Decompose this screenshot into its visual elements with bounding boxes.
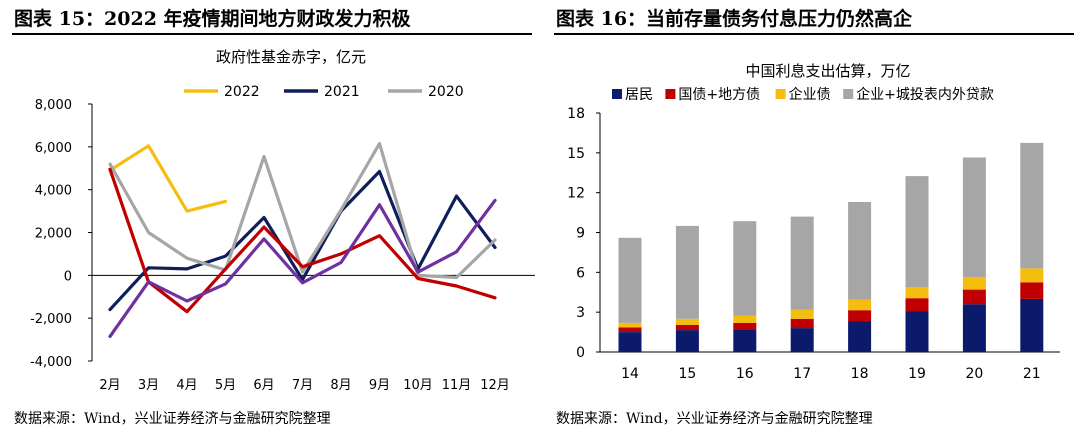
bar-y-tick-label: 0 [576,345,585,361]
line-chart-legend: 2022 2021 2020 [184,84,464,100]
line-x-tick-label: 3月 [138,378,159,393]
right-figure-title: 图表 16：当前存量债务付息压力仍然高企 [556,8,913,30]
bar-segment-18 [848,310,872,322]
bar-segment-18 [848,321,872,352]
line-series-2019 [108,167,497,314]
bar-chart-legend: 居民 国债+地方债 企业债 企业+城投表内外贷款 [612,86,994,103]
bar-x-tick-label: 18 [851,366,869,382]
left-title-rule [12,33,532,35]
bar-legend-label: 居民 [625,87,653,103]
line-y-tick-label: -2,000 [30,312,72,327]
line-x-tick-label: 5月 [215,378,236,393]
bar-y-tick-label: 15 [567,146,585,162]
line-x-tick-label: 11月 [442,378,472,393]
bar-segment-20 [962,304,986,352]
bar-segment-16 [733,322,757,330]
bar-segment-20 [962,289,986,305]
bar-x-tick-label: 21 [1023,366,1041,382]
bar-segment-14 [618,237,642,323]
bar-segment-19 [905,311,929,352]
line-x-tick-label: 9月 [369,378,390,393]
line-x-tick-label: 10月 [403,378,433,393]
line-legend-label-2020: 2020 [428,84,464,100]
line-x-tick-label: 8月 [330,378,351,393]
line-x-tick-label: 6月 [253,378,274,393]
right-source-note: 数据来源：Wind，兴业证券经济与金融研究院整理 [556,411,873,427]
bar-y-tick-label: 3 [576,305,585,321]
line-x-tick-label: 2月 [99,378,120,393]
line-series-2021 [108,169,497,312]
bar-legend-label: 企业+城投表内外贷款 [856,86,994,103]
bar-segment-14 [618,327,642,332]
bar-segment-21 [1020,298,1044,352]
bar-segment-19 [905,286,929,299]
left-figure-title: 图表 15：2022 年疫情期间地方财政发力积极 [14,8,411,30]
bar-segment-21 [1020,282,1044,299]
bar-x-tick-label: 16 [736,366,754,382]
bar-x-tick-label: 20 [965,366,983,382]
line-x-tick-label: 4月 [176,378,197,393]
bar-x-tick-label: 17 [793,366,811,382]
bar-legend-swatch [775,89,786,99]
bar-legend-label: 国债+地方债 [678,87,760,103]
bar-chart-bars [618,142,1044,352]
line-y-tick-label: 4,000 [35,184,72,199]
bar-segment-17 [790,216,814,310]
bar-x-tick-label: 19 [908,366,926,382]
bar-chart-axes: 18 15 12 9 6 3 0 14 15 16 17 18 19 20 21 [567,106,1060,382]
line-chart-title: 政府性基金赤字，亿元 [216,48,366,66]
bar-segment-18 [848,299,872,311]
line-x-tick-label: 7月 [292,378,313,393]
line-legend-label-2022: 2022 [224,84,260,100]
line-x-tick-label: 12月 [480,378,510,393]
bar-segment-19 [905,298,929,312]
bar-x-tick-label: 14 [621,366,639,382]
bar-segment-14 [618,322,642,328]
bar-x-tick-label: 15 [678,366,696,382]
line-series-2022 [108,144,228,213]
bar-segment-16 [733,315,757,323]
bar-segment-15 [675,318,699,325]
bar-segment-17 [790,328,814,352]
bar-segment-14 [618,332,642,352]
bar-segment-15 [675,330,699,352]
line-y-tick-label: 6,000 [35,141,72,156]
left-source-note: 数据来源：Wind，兴业证券经济与金融研究院整理 [14,411,331,427]
bar-legend-swatch [843,89,854,99]
line-y-tick-label: -4,000 [30,355,72,370]
right-title-rule [554,33,1074,35]
bar-segment-21 [1020,142,1044,269]
bar-segment-19 [905,176,929,287]
bar-segment-20 [962,157,986,277]
line-chart: 政府性基金赤字，亿元 2022 2021 2020 8,000 6,000 4,000 2… [30,48,535,393]
line-y-tick-label: 8,000 [35,98,72,113]
bar-segment-16 [733,329,757,352]
bar-segment-21 [1020,268,1044,283]
bar-legend-swatch [665,89,676,99]
bar-segment-15 [675,324,699,331]
line-y-tick-label: 0 [64,269,72,284]
bar-y-tick-label: 9 [576,226,585,242]
bar-legend-swatch [612,89,622,99]
line-chart-series [108,142,497,338]
bar-segment-20 [962,277,986,290]
bar-y-tick-label: 18 [567,106,585,122]
bar-legend-label: 企业债 [789,86,831,103]
bar-y-tick-label: 6 [576,265,585,281]
bar-segment-17 [790,309,814,319]
line-y-tick-label: 2,000 [35,227,72,242]
bar-segment-16 [733,221,757,316]
bar-segment-17 [790,318,814,329]
line-chart-axes: 8,000 6,000 4,000 2,000 0 -2,000 -4,000 2月 3月 4月 5… [30,98,535,393]
bar-y-tick-label: 12 [567,186,585,202]
line-series-2020 [108,142,497,280]
line-legend-label-2021: 2021 [324,84,360,100]
bar-segment-18 [848,202,872,300]
bar-segment-15 [675,225,699,319]
line-series-2018 [108,198,497,338]
bar-chart-title: 中国利息支出估算，万亿 [745,62,910,80]
